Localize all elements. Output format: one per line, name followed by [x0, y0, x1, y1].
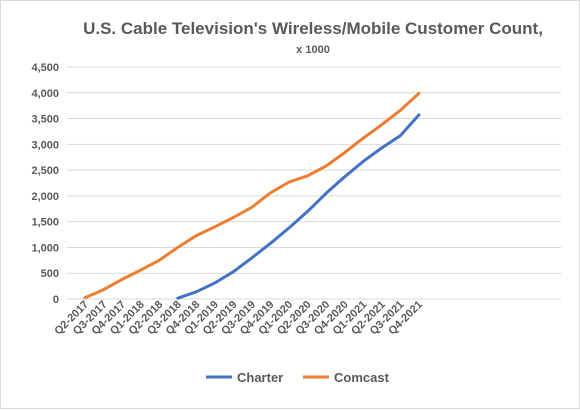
y-tick-label: 2,500 [31, 165, 59, 177]
y-tick-label: 4,500 [31, 62, 59, 74]
legend-label-comcast: Comcast [334, 370, 390, 385]
gridlines [67, 66, 561, 300]
y-tick-label: 3,500 [31, 114, 59, 126]
y-tick-label: 2,000 [31, 191, 59, 203]
y-tick-label: 500 [41, 268, 59, 280]
legend-label-charter: Charter [237, 370, 283, 385]
series-lines [83, 91, 421, 300]
chart-subtitle: x 1000 [296, 44, 330, 56]
y-axis-ticks: 0 500 1,000 1,500 2,000 2,500 3,000 3,500 4,000 4… [31, 62, 59, 306]
series-line-charter [176, 113, 421, 300]
y-tick-label: 0 [53, 294, 59, 306]
y-tick-label: 1,500 [31, 217, 59, 229]
y-tick-label: 4,000 [31, 88, 59, 100]
legend: Charter Comcast [206, 370, 390, 385]
y-tick-label: 1,000 [31, 242, 59, 254]
chart-title: U.S. Cable Television's Wireless/Mobile … [83, 19, 543, 38]
x-axis-ticks: Q2-2017Q3-2017Q4-2017Q1-2018Q2-2018Q3-20… [52, 299, 425, 338]
series-line-comcast [83, 91, 421, 300]
y-tick-label: 3,000 [31, 139, 59, 151]
